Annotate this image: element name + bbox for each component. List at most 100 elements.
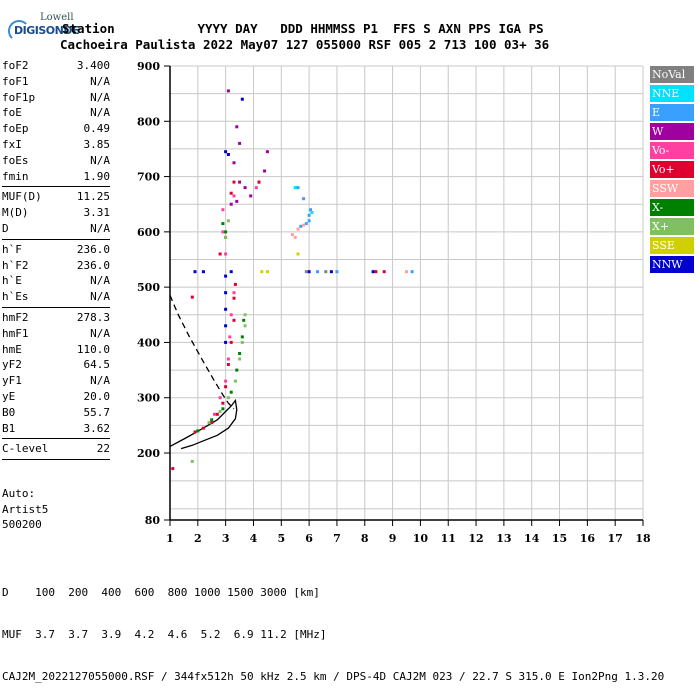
param-row: fmin 1.90 [2, 169, 110, 185]
x-tick-label: 8 [361, 532, 369, 545]
x-tick-label: 1 [166, 532, 174, 545]
param-key: B1 [2, 421, 16, 435]
data-point [226, 363, 230, 366]
param-value: 3.85 [83, 137, 111, 151]
data-point [240, 97, 244, 101]
data-point [233, 379, 237, 383]
data-point [229, 313, 233, 317]
data-point [224, 379, 228, 383]
data-point [307, 219, 311, 223]
data-point [226, 396, 230, 400]
logo-arc-icon [8, 20, 30, 42]
data-point [307, 213, 311, 217]
data-point [257, 180, 261, 184]
param-key: foE [2, 106, 22, 120]
data-point [265, 270, 269, 274]
y-tick-label: 500 [137, 281, 160, 294]
data-point [221, 208, 225, 212]
param-key: fmin [2, 169, 29, 183]
data-point [221, 222, 225, 226]
param-key: h`Es [2, 290, 29, 304]
param-value: 0.49 [83, 122, 111, 136]
param-row: foF1p N/A [2, 90, 110, 106]
data-point [302, 197, 306, 201]
data-point [210, 418, 214, 422]
y-tick-label: 900 [137, 60, 160, 73]
data-point [233, 282, 237, 286]
data-point [232, 296, 236, 300]
x-tick-label: 10 [413, 532, 429, 545]
data-point [226, 219, 230, 223]
param-value: 110.0 [76, 342, 110, 356]
y-tick-label: 600 [137, 226, 160, 239]
x-tick-label: 9 [389, 532, 397, 545]
data-point [238, 180, 242, 184]
data-point [215, 412, 219, 416]
x-tick-label: 14 [524, 532, 540, 545]
data-point [232, 161, 236, 165]
data-point [260, 270, 264, 274]
param-separator [2, 306, 110, 308]
param-key: hmF1 [2, 326, 29, 340]
param-value: N/A [90, 221, 110, 235]
data-point [238, 141, 242, 145]
param-row: yF2 64.5 [2, 357, 110, 373]
param-value: 3.31 [83, 206, 111, 220]
legend-item: W [650, 123, 694, 140]
param-key: h`F [2, 242, 22, 256]
data-point [335, 270, 339, 274]
x-tick-label: 7 [333, 532, 341, 545]
data-point [302, 223, 306, 227]
data-point [371, 270, 375, 274]
data-point [382, 270, 386, 274]
data-point [235, 199, 239, 203]
param-row: foF2 3.400 [2, 58, 110, 74]
data-point [324, 270, 328, 274]
data-point [224, 291, 228, 295]
profile-solid-line [169, 398, 238, 450]
param-value: N/A [90, 74, 110, 88]
footer-d-row: D 100 200 400 600 800 1000 1500 3000 [km… [2, 586, 320, 599]
footer-muf-row: MUF 3.7 3.7 3.9 4.2 4.6 5.2 6.9 11.2 [MH… [2, 628, 327, 641]
scaler-info: Auto: Artist5 500200 [2, 486, 48, 533]
header-row2: Cachoeira Paulista 2022 May07 127 055000… [60, 37, 550, 52]
param-key: hmF2 [2, 310, 29, 324]
y-tick-label: 300 [137, 392, 160, 405]
x-tick-label: 12 [468, 532, 483, 545]
footer-file-row: CAJ2M_2022127055000.RSF / 344fx512h 50 k… [2, 670, 665, 683]
logo-line1: Lowell [40, 12, 74, 23]
param-value: 3.62 [83, 421, 111, 435]
param-row: foEp 0.49 [2, 121, 110, 137]
param-key: foF1 [2, 74, 29, 88]
param-separator [2, 459, 110, 461]
param-value: N/A [90, 106, 110, 120]
data-point [304, 270, 308, 274]
data-point [310, 211, 314, 214]
data-point [226, 357, 230, 361]
x-tick-label: 11 [441, 532, 456, 545]
data-point [235, 368, 239, 372]
data-point [293, 235, 297, 239]
data-point [224, 252, 228, 256]
param-separator [2, 238, 110, 240]
data-point [218, 396, 222, 400]
data-point [229, 340, 233, 344]
data-point [240, 340, 244, 344]
x-tick-label: 6 [305, 532, 313, 545]
data-point [218, 410, 222, 413]
data-point [232, 180, 236, 184]
data-point [238, 357, 242, 361]
data-point [296, 252, 300, 256]
param-row: h`Es N/A [2, 289, 110, 305]
parameters-panel: foF2 3.400 foF1 N/A foF1p N/A foE N/A foEp 0.49 fx… [2, 58, 110, 462]
data-point [243, 313, 247, 317]
x-tick-label: 5 [277, 532, 285, 545]
param-row: h`F 236.0 [2, 242, 110, 258]
param-key: foEp [2, 122, 29, 136]
scaler-line: 500200 [2, 518, 42, 531]
data-point [299, 224, 303, 228]
param-separator [2, 438, 110, 440]
scaler-line: Artist5 [2, 502, 49, 516]
param-key: yE [2, 389, 16, 403]
x-tick-label: 16 [580, 532, 596, 545]
